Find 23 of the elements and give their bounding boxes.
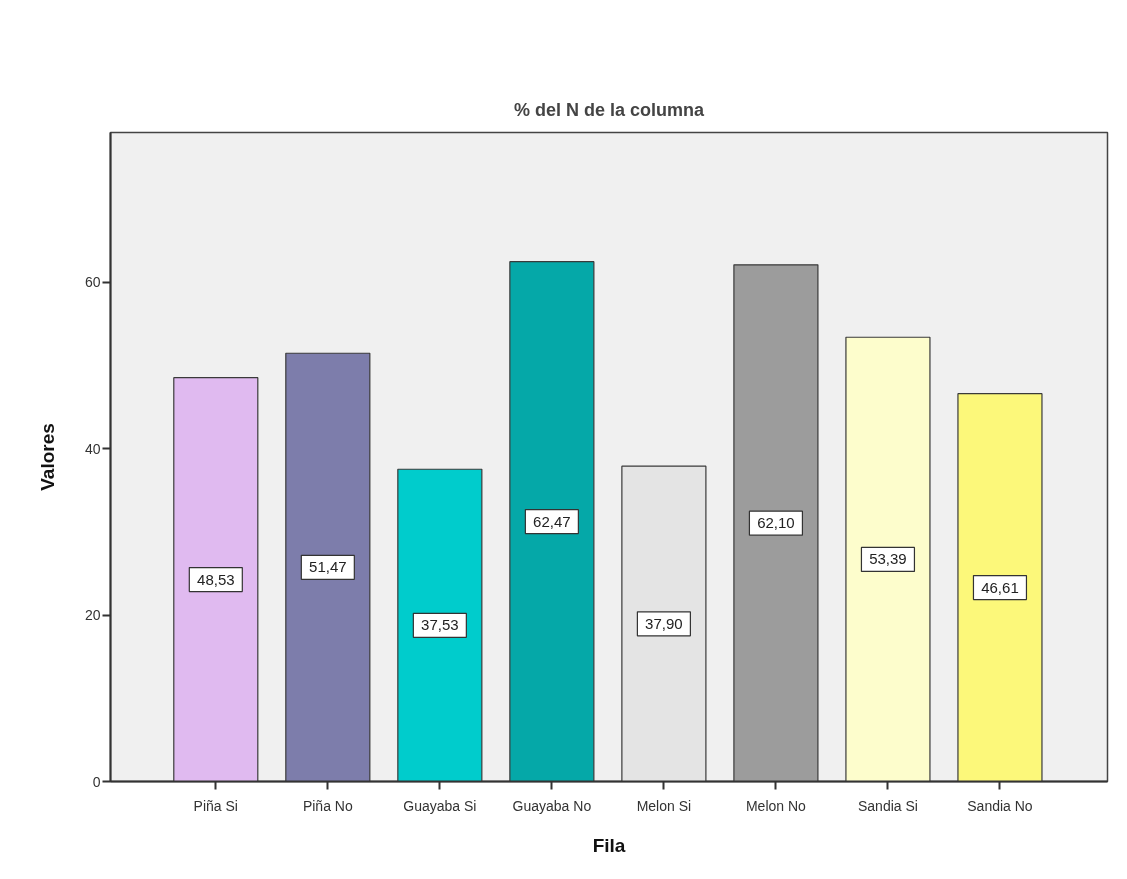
x-tick-label: Guayaba Si (403, 797, 477, 814)
data-label: 62,47 (533, 512, 571, 530)
y-tick-label: 0 (92, 773, 101, 790)
x-tick-label: Melon No (745, 797, 807, 814)
data-label: 37,53 (421, 616, 459, 634)
x-tick-label: Piña No (302, 797, 353, 814)
y-tick-label: 40 (84, 440, 101, 457)
y-axis-title: Valores (36, 423, 58, 491)
y-tick-label: 20 (84, 607, 101, 624)
data-label: 37,90 (645, 614, 683, 632)
data-label: 48,53 (197, 570, 235, 588)
y-tick-label: 60 (84, 274, 101, 291)
data-label: 51,47 (309, 558, 347, 576)
x-tick-label: Sandia No (967, 797, 1033, 814)
data-label: 46,61 (981, 578, 1019, 596)
x-tick-label: Sandia Si (857, 797, 918, 814)
data-label: 62,10 (757, 514, 795, 532)
x-tick-label: Melon Si (636, 797, 692, 814)
x-axis-title: Fila (592, 834, 626, 856)
chart-title: % del N de la columna (513, 99, 706, 120)
x-tick-label: Piña Si (193, 797, 238, 814)
data-label: 53,39 (869, 550, 907, 568)
x-tick-label: Guayaba No (512, 797, 592, 814)
